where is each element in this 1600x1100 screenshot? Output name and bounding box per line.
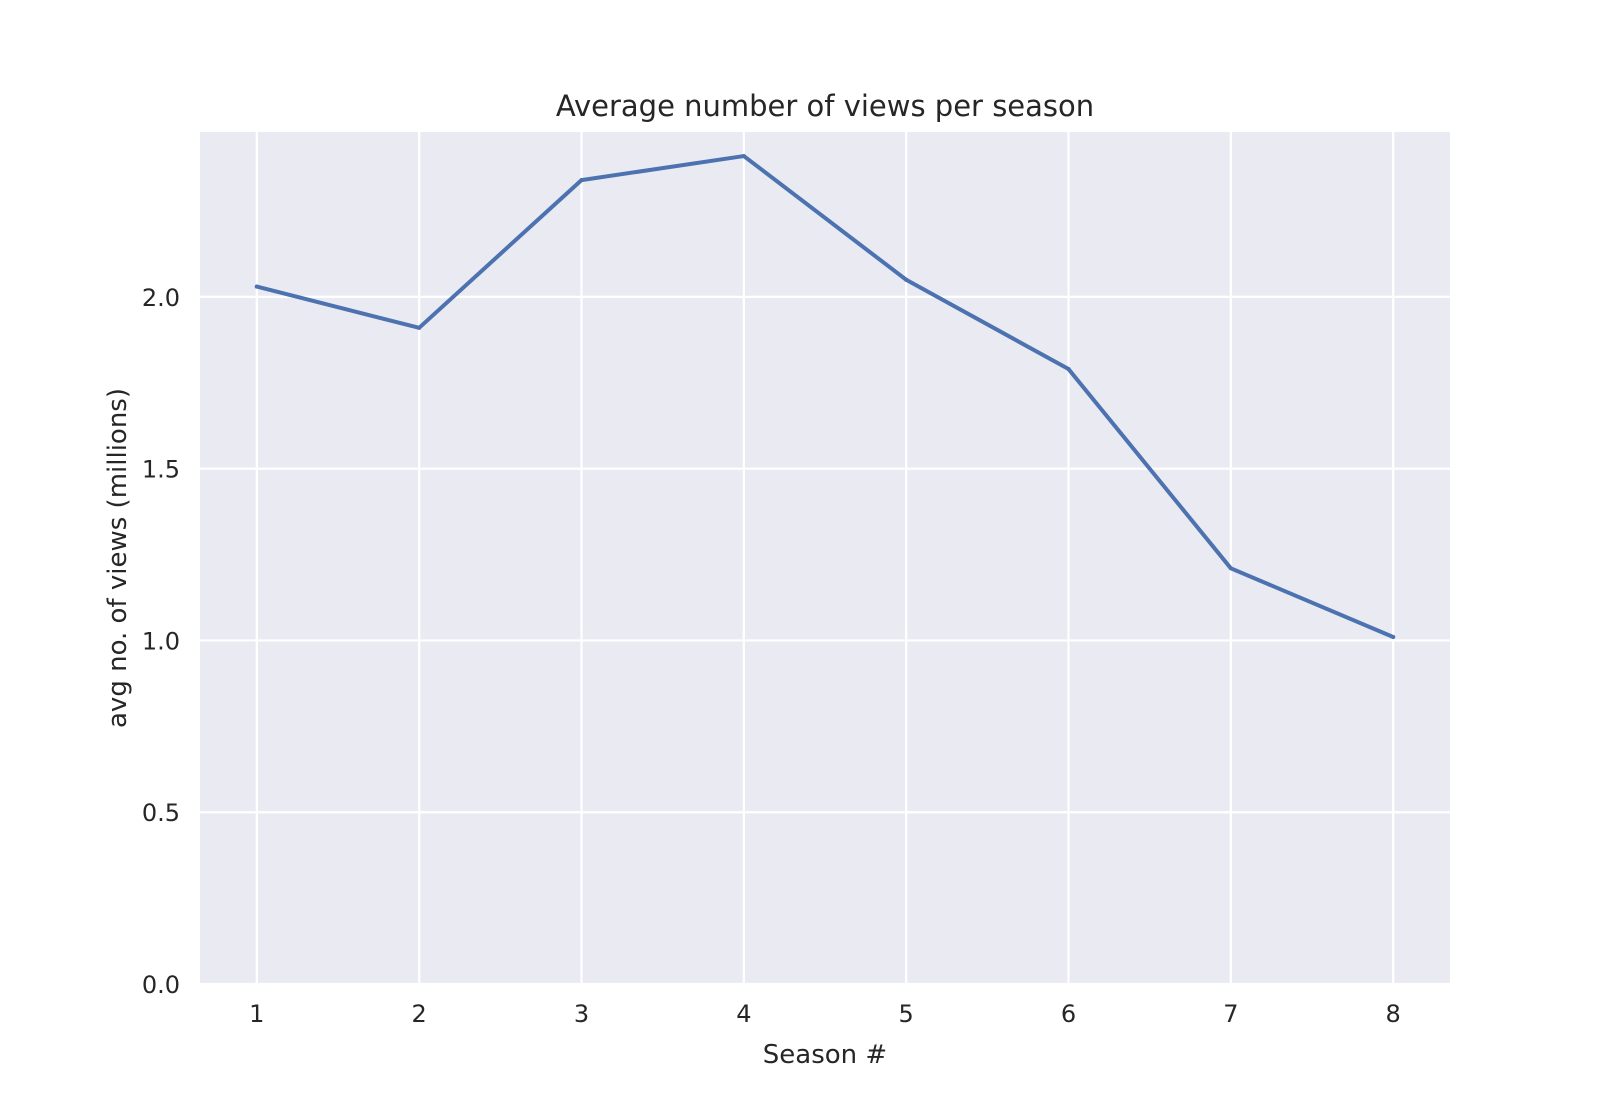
y-tick-label: 1.5 [142, 456, 180, 484]
x-tick-label: 5 [899, 1000, 914, 1028]
y-tick-label: 1.0 [142, 627, 180, 655]
grid-lines [200, 132, 1450, 986]
data-point [417, 325, 422, 330]
x-tick-label: 1 [249, 1000, 264, 1028]
data-point [741, 154, 746, 159]
data-point [579, 178, 584, 183]
data-point [904, 277, 909, 282]
data-point [1066, 367, 1071, 372]
plot-area [200, 132, 1450, 984]
x-tick-label: 2 [412, 1000, 427, 1028]
tick-labels: 0.0 0.5 1.0 1.5 2.0 1 2 3 4 5 6 7 8 [142, 284, 1401, 1028]
y-tick-label: 2.0 [142, 284, 180, 312]
x-tick-label: 6 [1061, 1000, 1076, 1028]
y-tick-label: 0.0 [142, 971, 180, 999]
y-axis-title: avg no. of views (millions) [103, 388, 133, 728]
chart-title: Average number of views per season [556, 89, 1094, 123]
series-layer [254, 154, 1396, 640]
series-line [254, 154, 1396, 640]
x-tick-label: 7 [1223, 1000, 1238, 1028]
y-tick-label: 0.5 [142, 799, 180, 827]
data-point [1228, 566, 1233, 571]
x-axis-title: Season # [763, 1040, 887, 1070]
data-point [1391, 635, 1396, 640]
x-tick-label: 3 [574, 1000, 589, 1028]
x-tick-label: 8 [1386, 1000, 1401, 1028]
data-point [254, 284, 259, 289]
x-tick-label: 4 [736, 1000, 751, 1028]
